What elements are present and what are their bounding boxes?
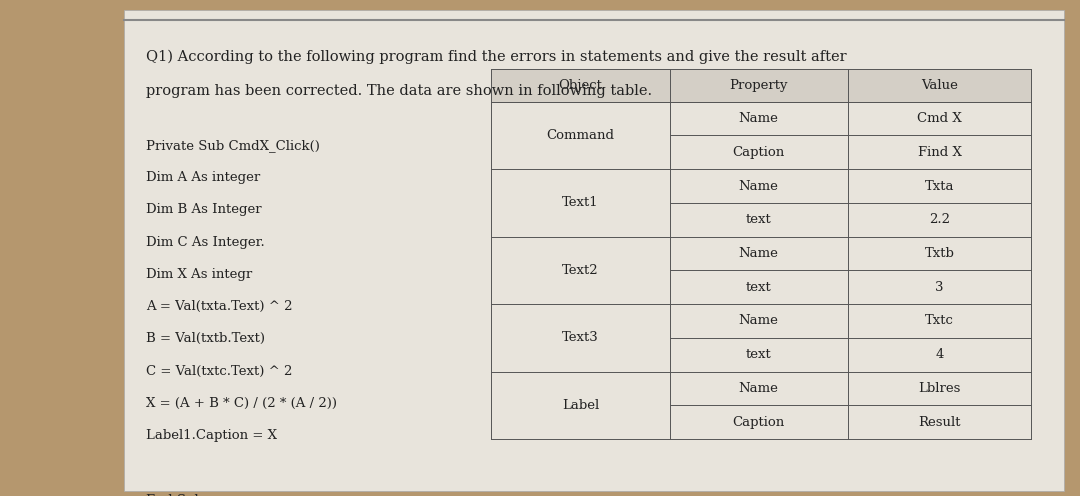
Text: Object: Object — [558, 79, 603, 92]
Text: Txta: Txta — [924, 180, 955, 192]
Text: Caption: Caption — [732, 146, 785, 159]
Text: Caption: Caption — [732, 416, 785, 429]
Text: Dim A As integer: Dim A As integer — [146, 171, 260, 184]
Text: Name: Name — [739, 112, 779, 125]
Text: Text2: Text2 — [563, 264, 598, 277]
Text: B = Val(txtb.Text): B = Val(txtb.Text) — [146, 332, 265, 345]
Text: Name: Name — [739, 314, 779, 327]
Text: 4: 4 — [935, 348, 944, 361]
Text: Lblres: Lblres — [918, 382, 961, 395]
Text: Find X: Find X — [918, 146, 961, 159]
Bar — [491, 69, 1031, 102]
Text: X = (A + B * C) / (2 * (A / 2)): X = (A + B * C) / (2 * (A / 2)) — [146, 397, 337, 410]
Text: Txtc: Txtc — [926, 314, 954, 327]
Text: Property: Property — [729, 79, 788, 92]
Text: Dim X As integr: Dim X As integr — [146, 268, 252, 281]
Text: C = Val(txtc.Text) ^ 2: C = Val(txtc.Text) ^ 2 — [146, 365, 293, 377]
Text: Txtb: Txtb — [924, 247, 955, 260]
Text: text: text — [746, 281, 771, 294]
Text: text: text — [746, 213, 771, 226]
Text: 3: 3 — [935, 281, 944, 294]
Text: Text3: Text3 — [562, 331, 599, 344]
Text: text: text — [746, 348, 771, 361]
Text: Result: Result — [918, 416, 961, 429]
Text: Text1: Text1 — [563, 196, 598, 209]
Text: Cmd X: Cmd X — [917, 112, 962, 125]
Text: Label: Label — [562, 399, 599, 412]
Text: Name: Name — [739, 382, 779, 395]
Text: Value: Value — [921, 79, 958, 92]
Text: Label1.Caption = X: Label1.Caption = X — [146, 429, 276, 442]
Text: Command: Command — [546, 129, 615, 142]
Text: End Sub: End Sub — [146, 494, 203, 496]
Text: Name: Name — [739, 247, 779, 260]
Text: Private Sub CmdX_Click(): Private Sub CmdX_Click() — [146, 139, 320, 152]
Bar — [124, 10, 1064, 491]
Text: Name: Name — [739, 180, 779, 192]
Text: program has been corrected. The data are shown in following table.: program has been corrected. The data are… — [146, 84, 652, 98]
Text: Dim C As Integer.: Dim C As Integer. — [146, 236, 265, 248]
Text: Q1) According to the following program find the errors in statements and give th: Q1) According to the following program f… — [146, 50, 847, 64]
Text: Dim B As Integer: Dim B As Integer — [146, 203, 261, 216]
Text: 2.2: 2.2 — [929, 213, 950, 226]
Text: A = Val(txta.Text) ^ 2: A = Val(txta.Text) ^ 2 — [146, 300, 293, 313]
